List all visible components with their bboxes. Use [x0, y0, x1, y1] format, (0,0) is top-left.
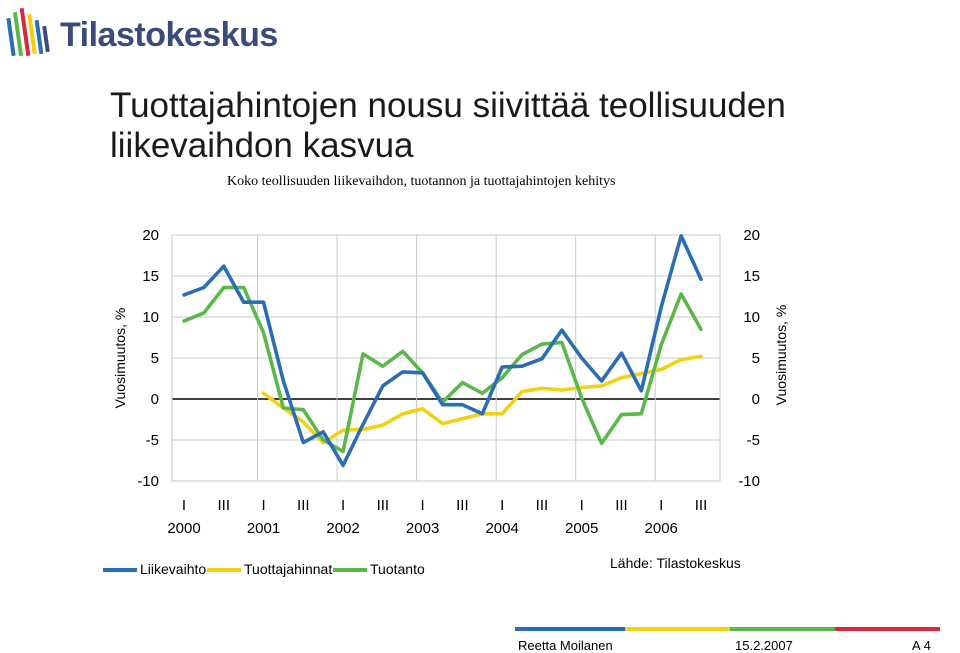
footer-author: Reetta Moilanen — [518, 638, 613, 653]
footer-date: 15.2.2007 — [735, 638, 793, 653]
x-tick-label: I — [580, 497, 584, 514]
year-label: 2000 — [167, 520, 200, 537]
footer-page: A 4 — [912, 638, 931, 653]
y-tick-label-right: 5 — [752, 350, 760, 367]
y-tick-label-right: 20 — [743, 227, 760, 244]
x-tick-label: I — [182, 497, 186, 514]
year-label: 2004 — [485, 520, 518, 537]
series-line-tuotanto — [182, 285, 703, 454]
x-tick-label: III — [615, 497, 628, 514]
legend-swatch — [103, 568, 137, 572]
year-label: 2006 — [645, 520, 678, 537]
legend-swatch — [207, 568, 241, 572]
y-tick-label-right: 15 — [743, 268, 760, 285]
logo-bars-icon — [6, 7, 50, 57]
y-tick-label-left: 15 — [142, 268, 159, 285]
y-tick-label-right: 10 — [743, 309, 760, 326]
year-label: 2001 — [247, 520, 280, 537]
y-tick-label-left: 20 — [142, 227, 159, 244]
footer-color-bar — [515, 627, 940, 631]
year-label: 2003 — [406, 520, 439, 537]
x-tick-label: I — [341, 497, 345, 514]
legend-swatch — [333, 568, 367, 572]
y-tick-label-right: -5 — [747, 432, 760, 449]
x-tick-label: III — [536, 497, 549, 514]
y-axis-title-left: Vuosimuutos, % — [112, 308, 128, 409]
plot-frame — [171, 234, 721, 482]
tilastokeskus-logo: Tilastokeskus — [6, 4, 278, 60]
slide-title: Tuottajahintojen nousu siivittää teollis… — [110, 86, 786, 165]
y-tick-label-left: -5 — [146, 432, 159, 449]
legend-label: Tuotanto — [370, 561, 425, 577]
y-tick-label-left: 0 — [151, 391, 159, 408]
logo-wordmark: Tilastokeskus — [60, 16, 278, 54]
y-tick-label-left: -10 — [137, 473, 159, 490]
year-label: 2005 — [565, 520, 598, 537]
x-tick-label: III — [218, 497, 231, 514]
series-line-liikevaihto — [182, 234, 703, 468]
x-tick-label: III — [695, 497, 708, 514]
x-tick-label: I — [500, 497, 504, 514]
chart-grid — [171, 234, 721, 482]
year-label: 2002 — [326, 520, 359, 537]
source-note: Lähde: Tilastokeskus — [610, 555, 741, 571]
chart-subtitle: Koko teollisuuden liikevaihdon, tuotanno… — [227, 174, 616, 189]
x-tick-label: I — [261, 497, 265, 514]
y-tick-label-right: -10 — [738, 473, 760, 490]
x-tick-label: I — [659, 497, 663, 514]
y-tick-label-right: 0 — [752, 391, 760, 408]
x-tick-label: III — [456, 497, 469, 514]
legend-label: Tuottajahinnat — [244, 561, 333, 577]
legend-label: Liikevaihto — [140, 561, 207, 577]
x-tick-label: III — [377, 497, 390, 514]
y-tick-label-left: 10 — [142, 309, 159, 326]
y-tick-label-left: 5 — [151, 350, 159, 367]
x-tick-label: I — [421, 497, 425, 514]
chart-series — [182, 234, 703, 468]
y-axis-title-right: Vuosimuutos, % — [773, 305, 789, 406]
x-tick-label: III — [297, 497, 310, 514]
